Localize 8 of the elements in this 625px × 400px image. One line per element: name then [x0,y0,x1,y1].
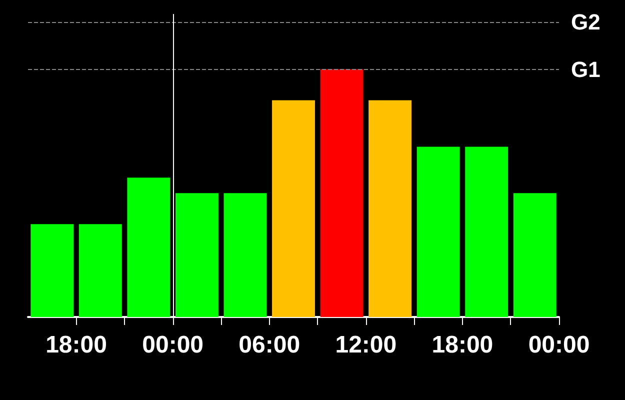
x-tick-label: 18:00 [432,332,494,358]
x-tick-label: 00:00 [528,332,590,358]
ref-line-label: G1 [571,56,600,82]
x-tick-label: 00:00 [142,332,204,358]
x-tick-label: 12:00 [335,332,397,358]
ref-line-label: G2 [571,10,600,35]
x-tick-label: 18:00 [46,332,107,358]
x-tick-label: 06:00 [238,332,300,358]
